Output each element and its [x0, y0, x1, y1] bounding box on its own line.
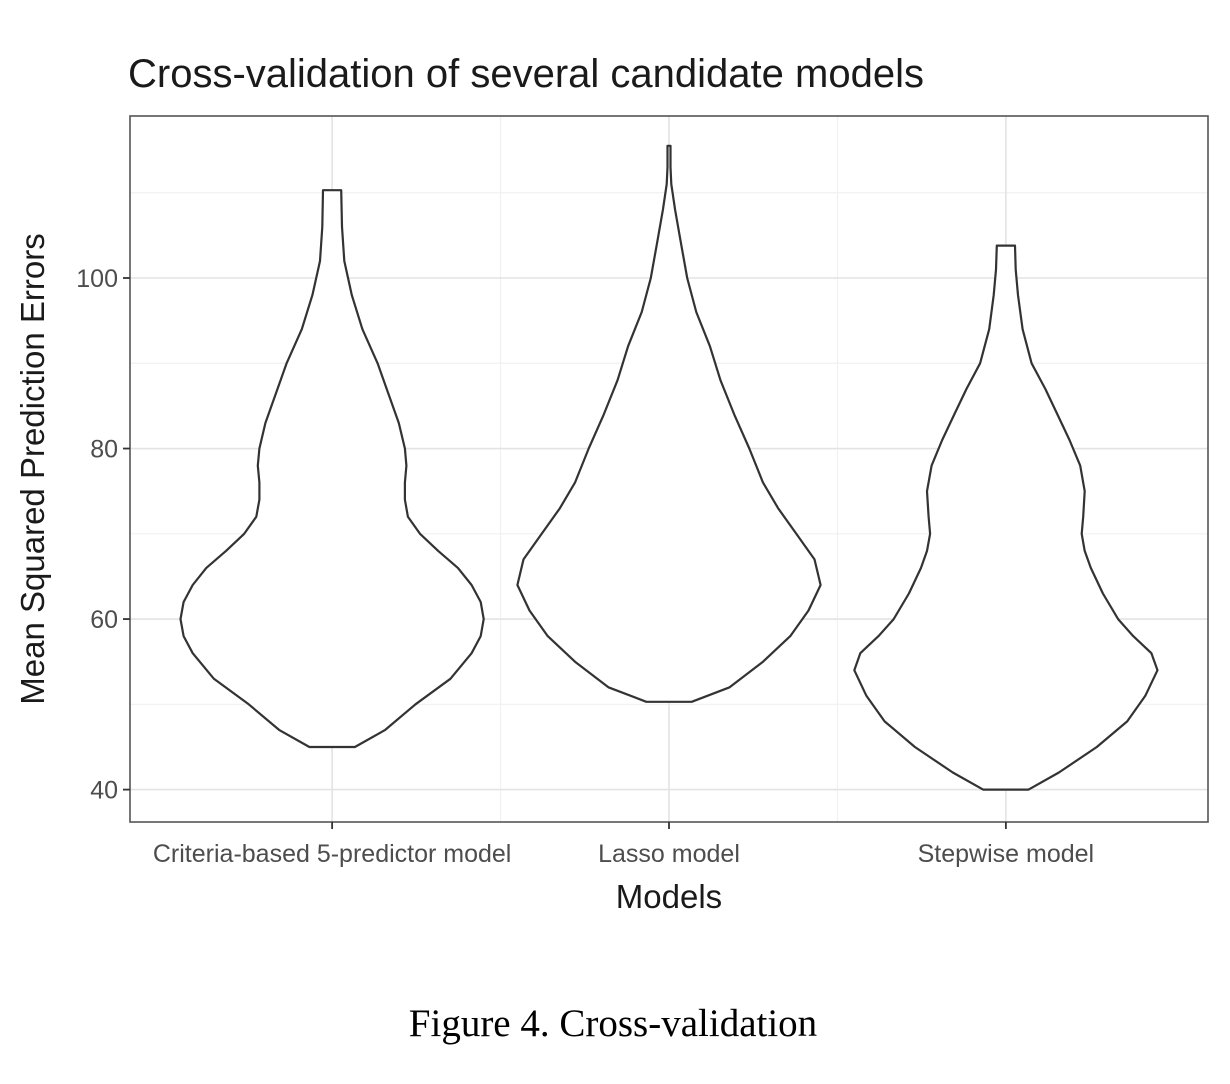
violin-lasso-model: [516, 144, 822, 703]
chart-title: Cross-validation of several candidate mo…: [128, 52, 924, 96]
x-axis-title: Models: [616, 878, 722, 915]
y-tick-label: 40: [90, 777, 118, 805]
x-tick-label: Stepwise model: [918, 840, 1094, 868]
x-axis-ticks: Criteria-based 5-predictor model Lasso mo…: [153, 822, 1094, 868]
x-tick-label: Criteria-based 5-predictor model: [153, 840, 511, 868]
y-axis-title: Mean Squared Prediction Errors: [14, 233, 51, 704]
x-tick-label: Lasso model: [598, 840, 740, 868]
y-tick-label: 80: [90, 436, 118, 464]
violin-stepwise-model: [853, 244, 1159, 791]
y-axis-ticks: 40 60 80 100: [76, 265, 130, 805]
figure-caption: Figure 4. Cross-validation: [409, 1002, 817, 1045]
y-tick-label: 100: [76, 265, 118, 293]
violin-group: [179, 144, 1159, 791]
y-tick-label: 60: [90, 606, 118, 634]
violin-criteria-based-5-predictor-model: [179, 189, 485, 749]
